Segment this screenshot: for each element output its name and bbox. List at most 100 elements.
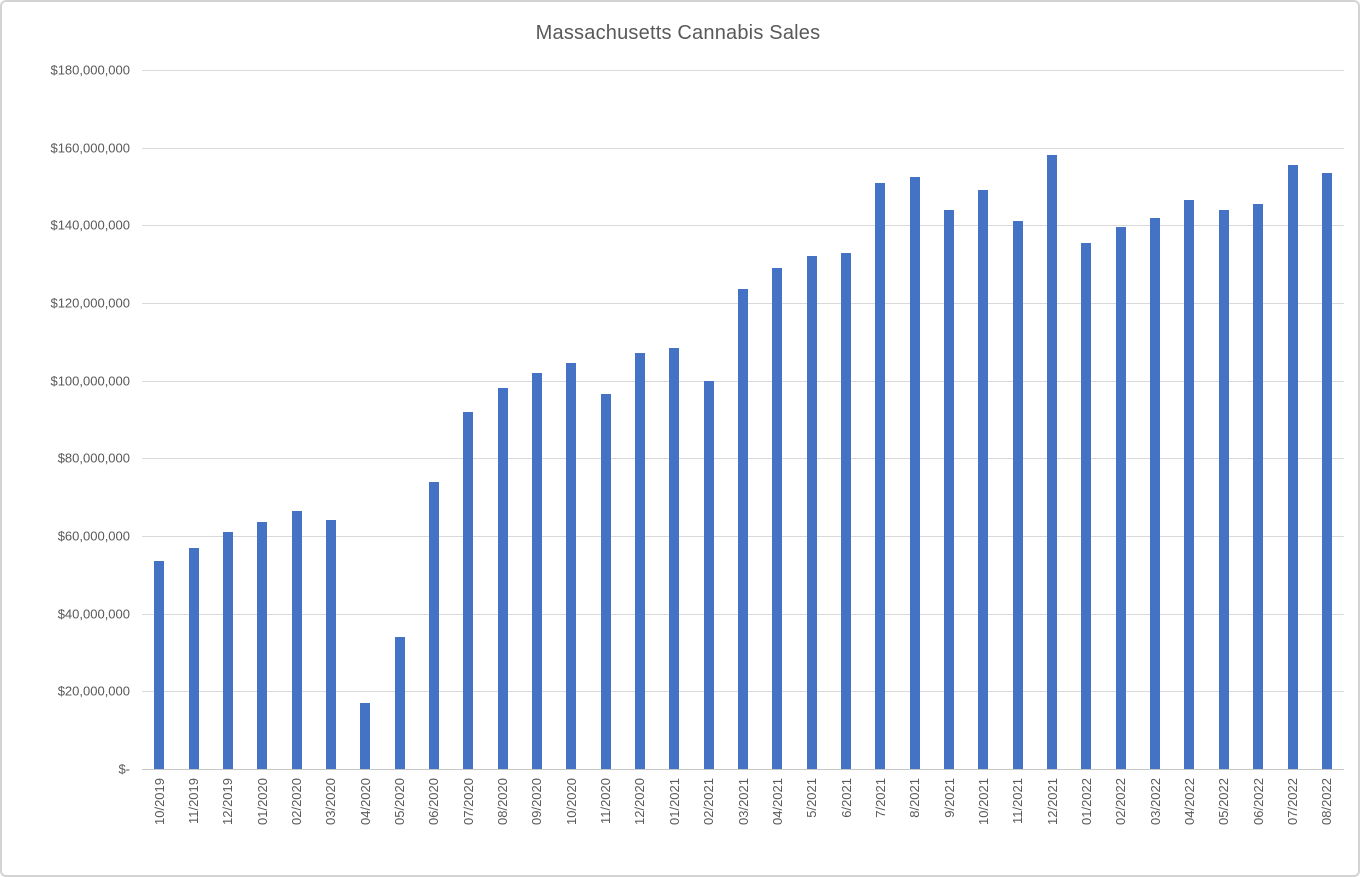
x-tick-label: 05/2020	[392, 778, 408, 825]
x-tick-label: 12/2020	[632, 778, 648, 825]
bar-8/2021	[909, 176, 920, 769]
x-tick-label: 8/2021	[907, 778, 923, 818]
bar-slot	[1069, 70, 1103, 769]
y-tick-label: $60,000,000	[57, 528, 130, 544]
x-tick-label: 10/2019	[151, 778, 167, 825]
bar-slot	[1035, 70, 1069, 769]
x-slot: 08/2020	[485, 778, 519, 864]
x-slot: 12/2020	[623, 778, 657, 864]
y-tick-label: $100,000,000	[50, 373, 130, 389]
x-slot: 06/2020	[417, 778, 451, 864]
bar-slot	[1104, 70, 1138, 769]
x-slot: 04/2022	[1172, 778, 1206, 864]
x-axis: 10/2019 11/2019 12/2019 01/2020 02/2020 03/20…	[142, 769, 1344, 864]
bar-02/2020	[291, 510, 302, 769]
y-tick-label: $180,000,000	[50, 62, 130, 78]
x-slot: 01/2021	[657, 778, 691, 864]
bar-11/2020	[600, 394, 611, 769]
bar-slot	[451, 70, 485, 769]
bar-09/2020	[531, 372, 542, 769]
bar-slot	[485, 70, 519, 769]
x-slot: 11/2020	[588, 778, 622, 864]
bar-10/2021	[978, 190, 989, 769]
x-slot: 05/2022	[1207, 778, 1241, 864]
bar-04/2020	[360, 702, 371, 769]
bar-12/2020	[634, 353, 645, 769]
bar-slot	[1241, 70, 1275, 769]
x-tick-label: 10/2020	[563, 778, 579, 825]
y-tick-label: $40,000,000	[57, 606, 130, 622]
x-axis-line	[142, 769, 1344, 770]
bar-slot	[1172, 70, 1206, 769]
bar-slot	[1138, 70, 1172, 769]
x-tick-label: 03/2021	[735, 778, 751, 825]
bar-slot	[657, 70, 691, 769]
x-slot: 5/2021	[795, 778, 829, 864]
bar-05/2020	[394, 636, 405, 769]
y-tick-label: $120,000,000	[50, 295, 130, 311]
x-slot: 12/2021	[1035, 778, 1069, 864]
x-tick-label: 07/2020	[460, 778, 476, 825]
chart-body: $180,000,000 $160,000,000 $140,000,000 $120…	[12, 63, 1344, 864]
x-tick-label: 01/2021	[666, 778, 682, 825]
bar-9/2021	[944, 209, 955, 769]
bar-slot	[176, 70, 210, 769]
x-tick-label: 11/2020	[598, 778, 614, 825]
bar-slot	[829, 70, 863, 769]
x-tick-label: 09/2020	[529, 778, 545, 825]
bar-08/2022	[1321, 172, 1332, 769]
y-tick-label: $-	[118, 761, 130, 777]
bar-01/2020	[257, 522, 268, 769]
bar-5/2021	[806, 256, 817, 769]
x-tick-label: 12/2021	[1044, 778, 1060, 825]
x-slot: 01/2020	[245, 778, 279, 864]
x-slot: 02/2021	[692, 778, 726, 864]
x-tick-label: 04/2020	[357, 778, 373, 825]
bar-slot	[142, 70, 176, 769]
bar-10/2019	[154, 561, 165, 769]
x-slot: 10/2021	[966, 778, 1000, 864]
bar-slot	[623, 70, 657, 769]
bar-slot	[1001, 70, 1035, 769]
x-slot: 03/2022	[1138, 778, 1172, 864]
x-tick-label: 06/2020	[426, 778, 442, 825]
y-tick-label: $140,000,000	[50, 217, 130, 233]
bar-04/2021	[772, 268, 783, 769]
gridline	[142, 70, 1344, 71]
bar-01/2021	[669, 347, 680, 769]
bar-01/2022	[1081, 242, 1092, 769]
bar-06/2022	[1253, 203, 1264, 769]
x-slot: 07/2022	[1275, 778, 1309, 864]
x-slot: 10/2019	[142, 778, 176, 864]
gridline	[142, 147, 1344, 149]
x-slot: 11/2019	[176, 778, 210, 864]
x-slot: 01/2022	[1069, 778, 1103, 864]
bar-03/2020	[325, 520, 336, 769]
x-slot: 06/2022	[1241, 778, 1275, 864]
y-tick-label: $160,000,000	[50, 140, 130, 156]
x-tick-label: 01/2020	[254, 778, 270, 825]
bar-slot	[211, 70, 245, 769]
x-tick-label: 08/2022	[1319, 778, 1335, 825]
bar-11/2019	[188, 547, 199, 769]
x-slot: 6/2021	[829, 778, 863, 864]
x-slot: 07/2020	[451, 778, 485, 864]
x-slot: 04/2020	[348, 778, 382, 864]
bar-05/2022	[1218, 209, 1229, 769]
bar-12/2021	[1047, 155, 1058, 769]
x-tick-label: 02/2021	[701, 778, 717, 825]
bar-slot	[966, 70, 1000, 769]
x-tick-label: 9/2021	[941, 778, 957, 818]
bar-slot	[795, 70, 829, 769]
x-slot: 10/2020	[554, 778, 588, 864]
x-slot: 12/2019	[211, 778, 245, 864]
bar-slot	[279, 70, 313, 769]
x-tick-label: 02/2022	[1113, 778, 1129, 825]
bar-slot	[554, 70, 588, 769]
bar-slot	[932, 70, 966, 769]
x-tick-label: 05/2022	[1216, 778, 1232, 825]
x-tick-label: 04/2021	[769, 778, 785, 825]
x-tick-label: 04/2022	[1181, 778, 1197, 825]
gridline	[142, 225, 1344, 227]
